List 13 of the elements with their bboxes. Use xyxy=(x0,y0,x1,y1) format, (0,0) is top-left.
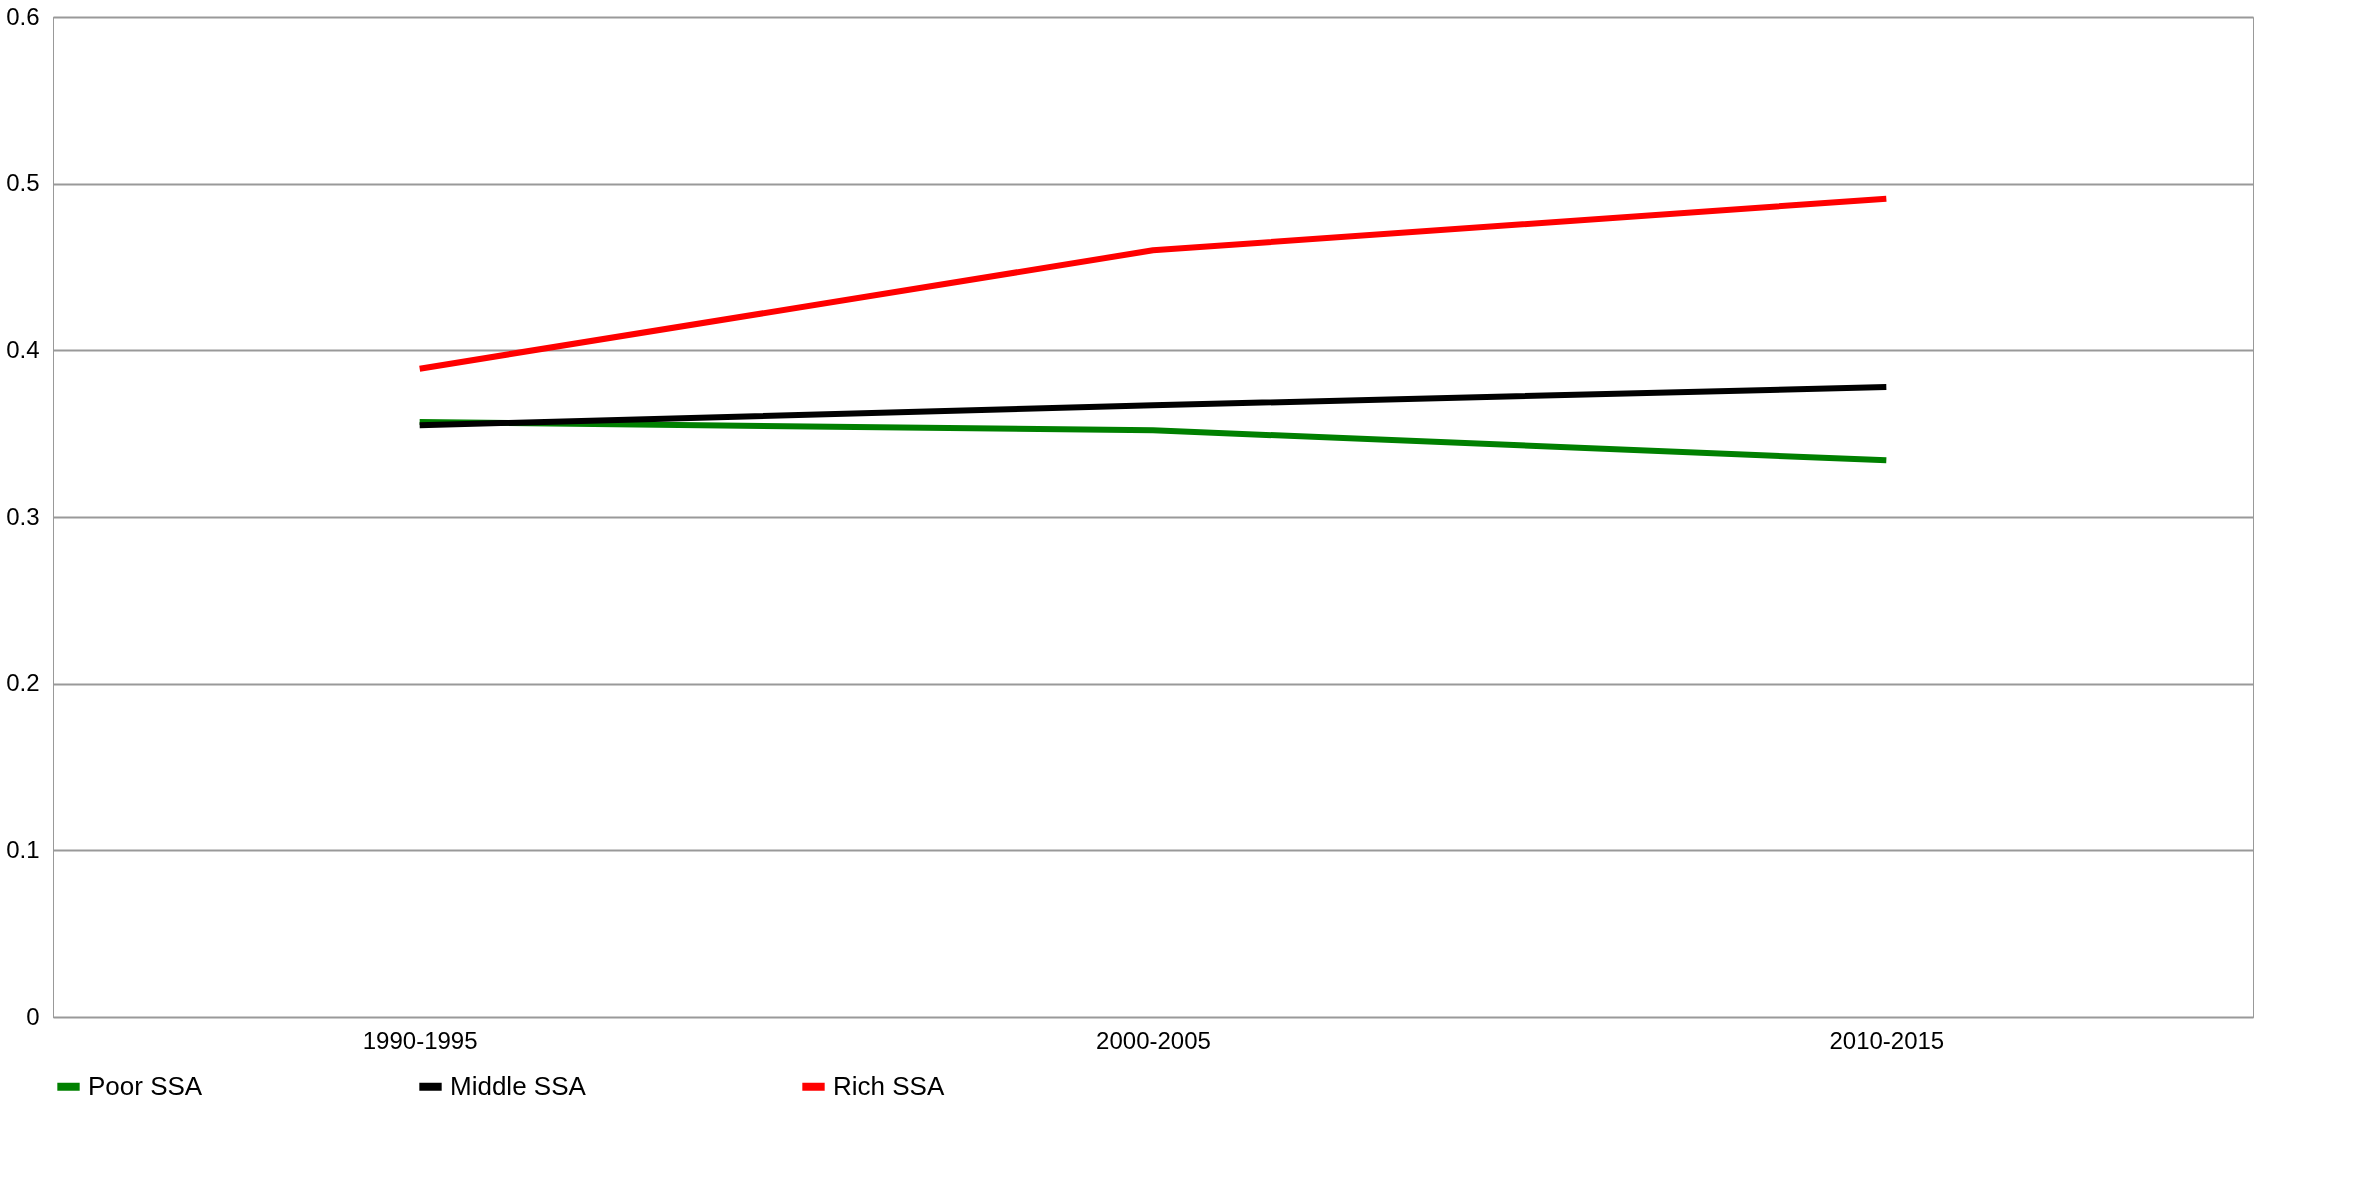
x-tick-label: 1990-1995 xyxy=(362,1026,478,1054)
y-tick-label: 0 xyxy=(26,1002,40,1030)
y-tick-label: 0.4 xyxy=(6,335,40,363)
x-tick-label: 2000-2005 xyxy=(1096,1026,1211,1054)
y-tick-label: 0.2 xyxy=(6,669,40,697)
y-tick-label: 0.6 xyxy=(6,2,40,30)
legend-label: Rich SSA xyxy=(833,1070,945,1101)
x-tick-label: 2010-2015 xyxy=(1829,1026,1945,1054)
y-tick-label: 0.3 xyxy=(6,502,40,530)
legend-label: Poor SSA xyxy=(88,1070,203,1101)
y-tick-label: 0.1 xyxy=(6,835,40,863)
y-tick-label: 0.5 xyxy=(6,169,40,197)
legend-label: Middle SSA xyxy=(450,1070,587,1101)
